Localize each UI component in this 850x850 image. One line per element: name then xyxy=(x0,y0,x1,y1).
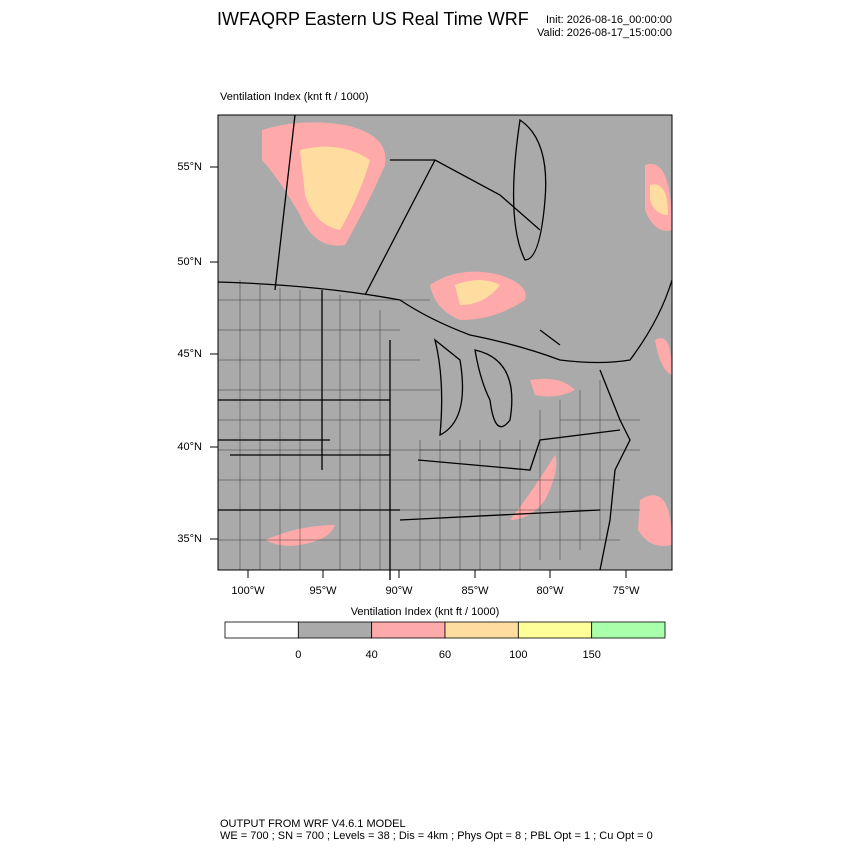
lat-label: 35°N xyxy=(177,533,202,545)
map-frame xyxy=(217,114,673,571)
boundaries xyxy=(217,114,673,580)
footer-line: OUTPUT FROM WRF V4.6.1 MODEL xyxy=(220,818,406,830)
valid-time: Valid: 2026-08-17_15:00:00 xyxy=(537,27,672,39)
init-time: Init: 2026-08-16_00:00:00 xyxy=(546,14,672,26)
index-area xyxy=(510,455,557,520)
colorbar: 0 40 60 100 150 xyxy=(224,621,666,661)
county-lines xyxy=(218,280,640,570)
lon-label: 75°W xyxy=(612,585,640,597)
index-area xyxy=(530,378,575,397)
lon-label: 90°W xyxy=(385,585,413,597)
colorbar-box xyxy=(591,621,666,639)
map: 55°N 50°N 45°N 40°N 35°N 100°W 95°W 90°W 85°W 80°… xyxy=(177,114,673,597)
lat-label: 40°N xyxy=(177,441,202,453)
lon-label: 100°W xyxy=(231,585,265,597)
lon-label: 85°W xyxy=(461,585,489,597)
colorbar-label: 0 xyxy=(295,649,301,661)
index-area xyxy=(655,338,672,375)
colorbar-title: Ventilation Index (knt ft / 1000) xyxy=(351,606,500,618)
colorbar-box xyxy=(224,621,299,639)
index-area xyxy=(638,495,672,546)
lon-label: 95°W xyxy=(309,585,337,597)
index-area xyxy=(455,280,500,305)
index-area xyxy=(300,146,370,230)
lat-label: 55°N xyxy=(177,161,202,173)
lon-label: 80°W xyxy=(536,585,564,597)
colorbar-box xyxy=(444,621,519,639)
colorbar-box xyxy=(517,621,593,639)
index-area xyxy=(650,184,668,215)
colorbar-box xyxy=(297,621,373,639)
colorbar-box xyxy=(371,621,446,639)
lat-label: 45°N xyxy=(177,348,202,360)
lat-label: 50°N xyxy=(177,256,202,268)
colorbar-label: 40 xyxy=(366,649,378,661)
colorbar-label: 150 xyxy=(582,649,600,661)
colorbar-label: 60 xyxy=(439,649,451,661)
footer-line: WE = 700 ; SN = 700 ; Levels = 38 ; Dis … xyxy=(220,830,653,842)
colorbar-label: 100 xyxy=(509,649,527,661)
map-label: Ventilation Index (knt ft / 1000) xyxy=(220,91,369,103)
index-areas-high xyxy=(300,146,668,305)
title: IWFAQRP Eastern US Real Time WRF xyxy=(217,9,529,29)
